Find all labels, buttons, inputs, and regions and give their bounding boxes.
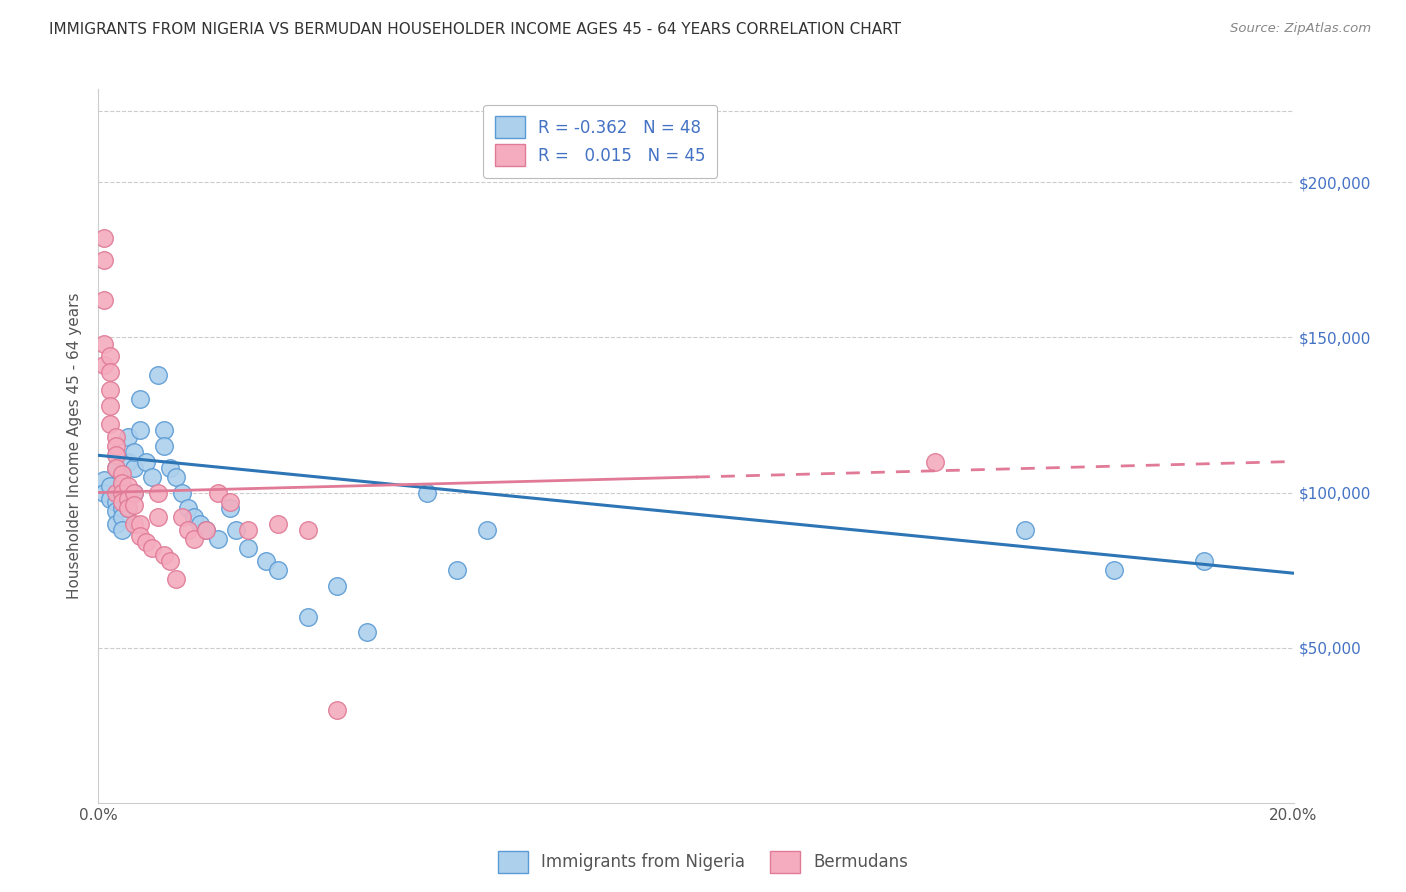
Point <box>165 573 187 587</box>
Point <box>93 252 115 267</box>
Point <box>219 495 242 509</box>
Point <box>98 365 122 379</box>
Point <box>98 491 122 506</box>
Point <box>111 479 134 493</box>
Point <box>297 609 319 624</box>
Point <box>105 439 128 453</box>
Point <box>267 516 290 531</box>
Point <box>124 460 146 475</box>
Point <box>105 504 128 518</box>
Point <box>416 485 439 500</box>
Point <box>93 231 115 245</box>
Point <box>111 485 134 500</box>
Point <box>117 454 139 468</box>
Point <box>446 563 468 577</box>
Point <box>195 523 218 537</box>
Point <box>1192 554 1215 568</box>
Point <box>326 579 349 593</box>
Point <box>117 501 139 516</box>
Point <box>98 349 122 363</box>
Point <box>183 532 205 546</box>
Point <box>111 489 134 503</box>
Point <box>117 491 139 506</box>
Point <box>326 703 349 717</box>
Point <box>177 501 200 516</box>
Point <box>93 485 115 500</box>
Point <box>207 532 229 546</box>
Point <box>159 554 181 568</box>
Point <box>153 424 176 438</box>
Point <box>924 454 946 468</box>
Point <box>148 485 170 500</box>
Point <box>135 535 157 549</box>
Point <box>105 460 128 475</box>
Point <box>172 485 194 500</box>
Point <box>105 430 128 444</box>
Point <box>117 479 139 493</box>
Point <box>98 479 122 493</box>
Point <box>159 460 181 475</box>
Point <box>141 470 163 484</box>
Point <box>183 510 205 524</box>
Point <box>124 498 146 512</box>
Point <box>105 485 128 500</box>
Point <box>188 516 211 531</box>
Point <box>105 448 128 462</box>
Point <box>124 485 146 500</box>
Legend: R = -0.362   N = 48, R =   0.015   N = 45: R = -0.362 N = 48, R = 0.015 N = 45 <box>484 104 717 178</box>
Point <box>93 336 115 351</box>
Point <box>356 625 378 640</box>
Point <box>1014 523 1036 537</box>
Point <box>165 470 187 484</box>
Point <box>105 495 128 509</box>
Point <box>111 476 134 491</box>
Point <box>267 563 290 577</box>
Point <box>153 548 176 562</box>
Point <box>1104 563 1126 577</box>
Point <box>129 392 152 407</box>
Point <box>148 510 170 524</box>
Point <box>98 417 122 432</box>
Point <box>236 541 259 556</box>
Point <box>129 529 152 543</box>
Text: IMMIGRANTS FROM NIGERIA VS BERMUDAN HOUSEHOLDER INCOME AGES 45 - 64 YEARS CORREL: IMMIGRANTS FROM NIGERIA VS BERMUDAN HOUS… <box>49 22 901 37</box>
Point <box>135 454 157 468</box>
Point <box>124 516 146 531</box>
Point <box>172 510 194 524</box>
Point <box>124 445 146 459</box>
Point <box>105 516 128 531</box>
Text: Source: ZipAtlas.com: Source: ZipAtlas.com <box>1230 22 1371 36</box>
Point <box>105 460 128 475</box>
Y-axis label: Householder Income Ages 45 - 64 years: Householder Income Ages 45 - 64 years <box>67 293 83 599</box>
Point <box>93 359 115 373</box>
Point <box>129 516 152 531</box>
Point <box>111 510 134 524</box>
Point <box>195 523 218 537</box>
Point <box>219 501 242 516</box>
Point <box>93 293 115 308</box>
Point <box>297 523 319 537</box>
Point <box>475 523 498 537</box>
Point <box>117 501 139 516</box>
Point <box>225 523 247 537</box>
Point <box>254 554 277 568</box>
Point <box>207 485 229 500</box>
Point <box>111 523 134 537</box>
Point <box>124 485 146 500</box>
Point <box>93 473 115 487</box>
Legend: Immigrants from Nigeria, Bermudans: Immigrants from Nigeria, Bermudans <box>491 845 915 880</box>
Point <box>98 383 122 397</box>
Point <box>129 424 152 438</box>
Point <box>111 467 134 481</box>
Point <box>148 368 170 382</box>
Point <box>117 430 139 444</box>
Point <box>111 495 134 509</box>
Point <box>153 439 176 453</box>
Point <box>177 523 200 537</box>
Point <box>98 399 122 413</box>
Point <box>111 501 134 516</box>
Point <box>236 523 259 537</box>
Point <box>141 541 163 556</box>
